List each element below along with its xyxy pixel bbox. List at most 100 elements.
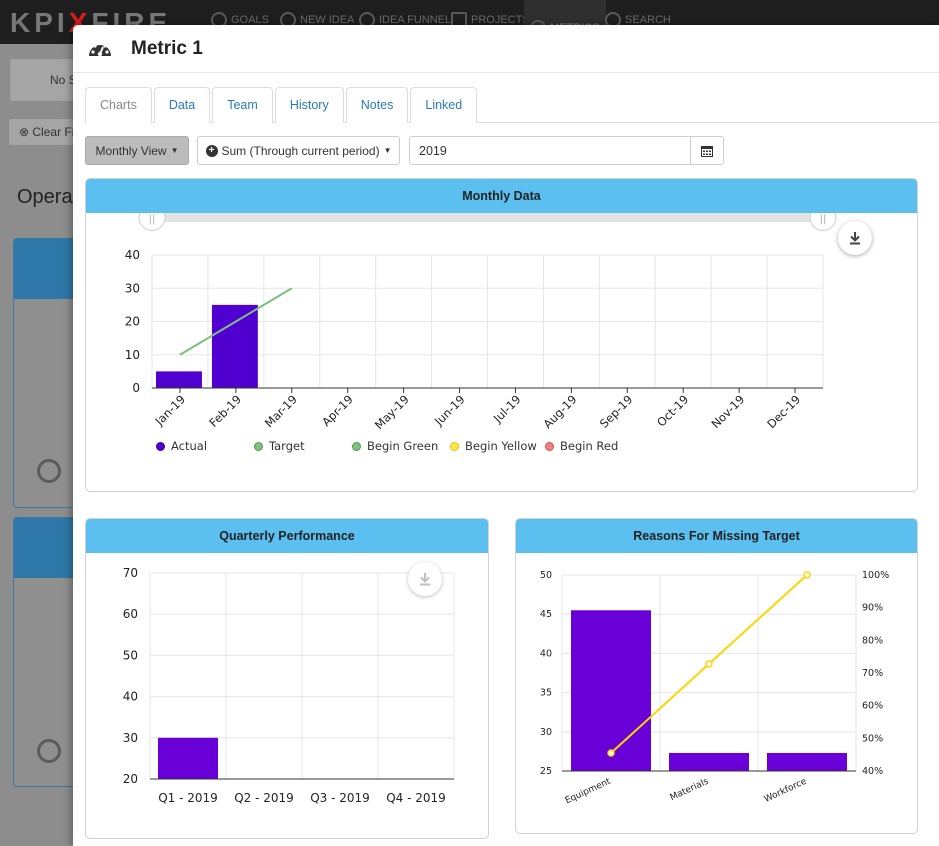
reasons-pareto-chart: 25 30 35 40 45 50 40% 50% 60% 70% 80% 90% 100% Equipm… bbox=[540, 570, 889, 806]
x-tick-label: Aug-19 bbox=[540, 392, 579, 431]
monthly-download-button[interactable] bbox=[838, 221, 872, 255]
y2-tick-label: 40% bbox=[862, 766, 883, 777]
monthly-data-title: Monthly Data bbox=[86, 179, 917, 213]
x-tick-label: Oct-19 bbox=[654, 392, 691, 429]
tab-data[interactable]: Data bbox=[153, 87, 211, 123]
legend-marker bbox=[254, 441, 263, 451]
x-tick-label: May-19 bbox=[372, 392, 412, 432]
range-handle-right bbox=[809, 213, 837, 231]
aggregation-dropdown-button[interactable]: + Sum (Through current period) ▼ bbox=[197, 136, 400, 165]
x-tick-label: Apr-19 bbox=[319, 392, 356, 429]
plus-circle-icon: + bbox=[205, 144, 218, 157]
x-tick-label: Jul-19 bbox=[490, 392, 524, 426]
y-tick-label: 30 bbox=[540, 727, 552, 738]
y-tick-label: 35 bbox=[540, 688, 552, 699]
x-tick-label: Q2 - 2019 bbox=[234, 791, 294, 805]
x-tick-label: Materials bbox=[669, 777, 711, 804]
y-tick-label: 25 bbox=[540, 766, 552, 777]
range-selector bbox=[152, 213, 823, 222]
bg-compass-icon bbox=[37, 739, 61, 763]
target-line bbox=[179, 287, 293, 356]
x-tick-label: Jan-19 bbox=[152, 392, 188, 428]
legend-item-begin-yellow[interactable]: Begin Yellow bbox=[450, 439, 545, 453]
x-tick-label: Feb-19 bbox=[206, 392, 244, 430]
y2-tick-label: 100% bbox=[862, 570, 889, 581]
dashboard-gauge-icon bbox=[89, 40, 111, 56]
cumulative-point bbox=[705, 660, 713, 668]
quarterly-performance-title: Quarterly Performance bbox=[86, 519, 488, 553]
y-tick-label: 50 bbox=[540, 570, 552, 581]
y-tick-label: 30 bbox=[125, 281, 140, 295]
caret-down-icon: ▼ bbox=[383, 146, 392, 155]
monthly-data-chart: 0 10 20 30 40 || || Jan-19 Feb-19 Mar-19 Apr-19 May… bbox=[125, 213, 837, 432]
tab-history[interactable]: History bbox=[274, 87, 344, 123]
monthly-data-panel: Monthly Data 0 10 20 30 40 || || Jan-19 Feb-19 Ma… bbox=[85, 178, 918, 492]
legend-marker bbox=[156, 441, 165, 451]
download-icon bbox=[420, 573, 430, 586]
x-tick-label: Nov-19 bbox=[708, 392, 747, 431]
bar-reason bbox=[669, 752, 749, 771]
y-tick-label: 70 bbox=[123, 566, 138, 580]
reasons-missing-target-title: Reasons For Missing Target bbox=[516, 519, 917, 553]
y-tick-label: 40 bbox=[540, 648, 552, 659]
bar-quarter bbox=[158, 737, 218, 779]
y2-tick-label: 50% bbox=[862, 733, 883, 744]
legend-item-begin-green[interactable]: Begin Green bbox=[352, 439, 450, 453]
chart-toolbar: Monthly View ▼ + Sum (Through current peri… bbox=[85, 136, 725, 165]
x-tick-label: Q4 - 2019 bbox=[386, 791, 446, 805]
legend-item-begin-red[interactable]: Begin Red bbox=[545, 439, 635, 453]
y-tick-label: 20 bbox=[125, 315, 140, 329]
x-tick-label: Mar-19 bbox=[262, 392, 300, 430]
y-tick-label: 45 bbox=[540, 609, 552, 620]
x-tick-label: Q1 - 2019 bbox=[158, 791, 218, 805]
view-dropdown-label: Monthly View bbox=[95, 143, 167, 158]
y-tick-label: 0 bbox=[132, 381, 140, 395]
year-input[interactable] bbox=[409, 136, 691, 165]
reasons-missing-target-panel: Reasons For Missing Target 25 30 35 40 45 50 4… bbox=[515, 518, 918, 834]
modal-tabs: Charts Data Team History Notes Linked bbox=[85, 87, 939, 124]
y-tick-label: 40 bbox=[125, 248, 140, 262]
y-tick-label: 40 bbox=[123, 690, 138, 704]
legend-label: Begin Green bbox=[367, 439, 439, 453]
tab-charts[interactable]: Charts bbox=[85, 87, 152, 124]
metric-modal: Metric 1 Charts Data Team History Notes … bbox=[73, 25, 939, 846]
bar-actual bbox=[156, 371, 202, 388]
bg-page-title: Operat bbox=[17, 186, 79, 208]
y-tick-label: 60 bbox=[123, 607, 138, 621]
x-tick-label: Workforce bbox=[763, 776, 809, 804]
legend-marker bbox=[352, 441, 361, 451]
legend-label: Begin Red bbox=[560, 439, 619, 453]
range-handle-grip: || bbox=[820, 214, 827, 225]
cumulative-point bbox=[803, 571, 811, 579]
quarterly-performance-panel: Quarterly Performance 20 30 40 50 60 70 Q1 - 2… bbox=[85, 518, 489, 839]
bar-reason bbox=[767, 752, 847, 771]
y2-tick-label: 60% bbox=[862, 701, 883, 712]
y-tick-label: 10 bbox=[125, 348, 140, 362]
tab-notes[interactable]: Notes bbox=[345, 87, 409, 123]
legend-label: Actual bbox=[171, 439, 208, 453]
quarterly-performance-chart: 20 30 40 50 60 70 Q1 - 2019 Q2 - 2019 Q3 - 2019 Q… bbox=[123, 566, 455, 805]
range-handle-left bbox=[138, 213, 166, 231]
tab-team[interactable]: Team bbox=[212, 87, 273, 123]
y2-tick-label: 80% bbox=[862, 635, 883, 646]
legend-marker bbox=[545, 441, 554, 451]
tab-linked[interactable]: Linked bbox=[410, 87, 478, 123]
view-dropdown-button[interactable]: Monthly View ▼ bbox=[85, 136, 189, 165]
monthly-legend: Actual Target Begin Green Begin Yellow Begin… bbox=[156, 439, 635, 453]
x-tick-label: Q3 - 2019 bbox=[310, 791, 370, 805]
x-tick-label: Jun-19 bbox=[431, 392, 468, 429]
legend-item-target[interactable]: Target bbox=[254, 439, 352, 453]
y-tick-label: 50 bbox=[123, 648, 138, 662]
modal-header: Metric 1 bbox=[73, 25, 939, 73]
calendar-icon bbox=[701, 145, 713, 157]
calendar-button[interactable] bbox=[690, 136, 724, 165]
aggregation-dropdown-label: Sum (Through current period) bbox=[221, 143, 380, 158]
legend-item-actual[interactable]: Actual bbox=[156, 439, 254, 453]
x-tick-label: Dec-19 bbox=[764, 392, 803, 431]
legend-marker bbox=[450, 441, 459, 451]
quarterly-download-button[interactable] bbox=[408, 562, 442, 596]
modal-title: Metric 1 bbox=[131, 37, 203, 59]
legend-label: Begin Yellow bbox=[465, 439, 537, 453]
bg-compass-icon bbox=[37, 459, 61, 483]
bar-actual bbox=[211, 304, 258, 388]
